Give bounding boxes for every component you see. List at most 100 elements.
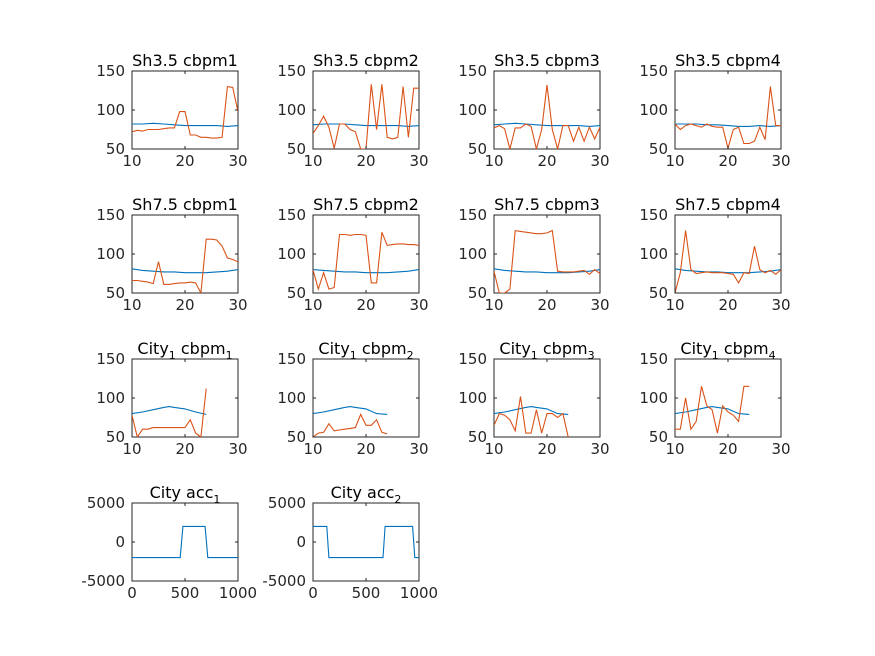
x-tick-label: 20 [356, 440, 375, 458]
x-tick-label: 30 [409, 152, 428, 170]
axes-frame [131, 214, 239, 294]
subplot-7: 10 20 30 50 100 150 Sh7.5 cbpm3 [458, 195, 609, 314]
x-tick-label: 20 [537, 296, 556, 314]
y-tick-label: -5000 [81, 572, 125, 590]
series-line-1 [313, 123, 419, 127]
subplot-title: Sh3.5 cbpm1 [132, 51, 238, 70]
x-tick-label: 1000 [219, 584, 257, 602]
y-tick-label: 150 [639, 350, 668, 368]
series-line-2 [313, 413, 388, 437]
x-tick-label: 10 [122, 152, 141, 170]
y-tick-label: 0 [115, 533, 125, 551]
series-line-2 [132, 238, 238, 293]
series-line-2 [675, 230, 781, 293]
y-tick-label: 5000 [87, 494, 125, 512]
y-tick-label: 150 [458, 206, 487, 224]
x-tick-label: 30 [590, 152, 609, 170]
series-line-1 [132, 268, 238, 274]
subplot-title: Sh7.5 cbpm1 [132, 195, 238, 214]
subplot-6: 10 20 30 50 100 150 Sh7.5 cbpm2 [277, 195, 428, 314]
subplot-2: 10 20 30 50 100 150 Sh3.5 cbpm2 [277, 51, 428, 170]
subplot-title: Sh3.5 cbpm2 [313, 51, 419, 70]
y-tick-label: 150 [458, 350, 487, 368]
y-tick-label: 100 [277, 389, 306, 407]
y-tick-label: -5000 [262, 572, 306, 590]
y-tick-label: 150 [458, 62, 487, 80]
subplot-3: 10 20 30 50 100 150 Sh3.5 cbpm3 [458, 51, 609, 170]
y-tick-label: 150 [96, 62, 125, 80]
axes-frame [674, 214, 782, 294]
x-tick-label: 10 [303, 440, 322, 458]
axes-frame [674, 358, 782, 438]
subplot-8: 10 20 30 50 100 150 Sh7.5 cbpm4 [639, 195, 790, 314]
subplot-11: 10 20 30 50 100 150 City1 cbpm3 [458, 339, 609, 458]
y-tick-label: 50 [468, 140, 487, 158]
y-tick-label: 100 [96, 389, 125, 407]
y-tick-label: 100 [639, 245, 668, 263]
y-tick-label: 50 [468, 428, 487, 446]
x-tick-label: 30 [228, 296, 247, 314]
y-tick-label: 100 [458, 245, 487, 263]
subplot-title: Sh7.5 cbpm3 [494, 195, 600, 214]
subplot-4: 10 20 30 50 100 150 Sh3.5 cbpm4 [639, 51, 790, 170]
y-tick-label: 150 [277, 206, 306, 224]
x-tick-label: 10 [303, 152, 322, 170]
y-tick-label: 100 [458, 101, 487, 119]
y-tick-label: 100 [639, 101, 668, 119]
y-tick-label: 150 [277, 350, 306, 368]
x-tick-label: 20 [718, 152, 737, 170]
x-tick-label: 10 [122, 296, 141, 314]
x-tick-label: 20 [356, 296, 375, 314]
y-tick-label: 100 [96, 101, 125, 119]
x-tick-label: 500 [352, 584, 381, 602]
y-tick-label: 0 [296, 533, 306, 551]
subplot-title: Sh3.5 cbpm4 [675, 51, 781, 70]
axes-frame [131, 70, 239, 150]
x-tick-label: 10 [484, 440, 503, 458]
y-tick-label: 150 [277, 62, 306, 80]
subplot-12: 10 20 30 50 100 150 City1 cbpm4 [639, 339, 790, 458]
x-tick-label: 0 [308, 584, 318, 602]
axes-frame [493, 70, 601, 150]
subplot-title: City acc2 [331, 483, 402, 506]
x-tick-label: 500 [171, 584, 200, 602]
subplot-title: City1 cbpm2 [318, 339, 413, 362]
axes-frame [312, 70, 420, 150]
x-tick-label: 10 [303, 296, 322, 314]
y-tick-label: 50 [468, 284, 487, 302]
x-tick-label: 20 [356, 152, 375, 170]
y-tick-label: 100 [277, 101, 306, 119]
y-tick-label: 50 [649, 428, 668, 446]
axes-frame [131, 358, 239, 438]
subplot-title: City1 cbpm4 [680, 339, 775, 362]
x-tick-label: 10 [665, 152, 684, 170]
axes-frame [312, 502, 420, 582]
y-tick-label: 50 [287, 284, 306, 302]
subplot-1: 10 20 30 50 100 150 Sh3.5 cbpm1 [96, 51, 247, 170]
y-tick-label: 100 [96, 245, 125, 263]
subplot-title: City1 cbpm1 [137, 339, 232, 362]
x-tick-label: 1000 [400, 584, 438, 602]
subplot-5: 10 20 30 50 100 150 Sh7.5 cbpm1 [96, 195, 247, 314]
series-line-1 [313, 269, 419, 274]
y-tick-label: 50 [106, 284, 125, 302]
y-tick-label: 150 [96, 350, 125, 368]
x-tick-label: 30 [409, 296, 428, 314]
x-tick-label: 30 [590, 440, 609, 458]
y-tick-label: 100 [639, 389, 668, 407]
series-line-1 [132, 525, 238, 559]
x-tick-label: 10 [484, 152, 503, 170]
series-line-2 [313, 84, 419, 149]
series-line-2 [494, 396, 569, 437]
subplot-9: 10 20 30 50 100 150 City1 cbpm1 [96, 339, 247, 458]
series-line-1 [494, 122, 600, 127]
series-line-2 [313, 231, 419, 292]
series-line-2 [132, 85, 238, 139]
y-tick-label: 50 [287, 140, 306, 158]
x-tick-label: 20 [537, 152, 556, 170]
axes-frame [493, 358, 601, 438]
x-tick-label: 30 [590, 296, 609, 314]
y-tick-label: 50 [649, 284, 668, 302]
